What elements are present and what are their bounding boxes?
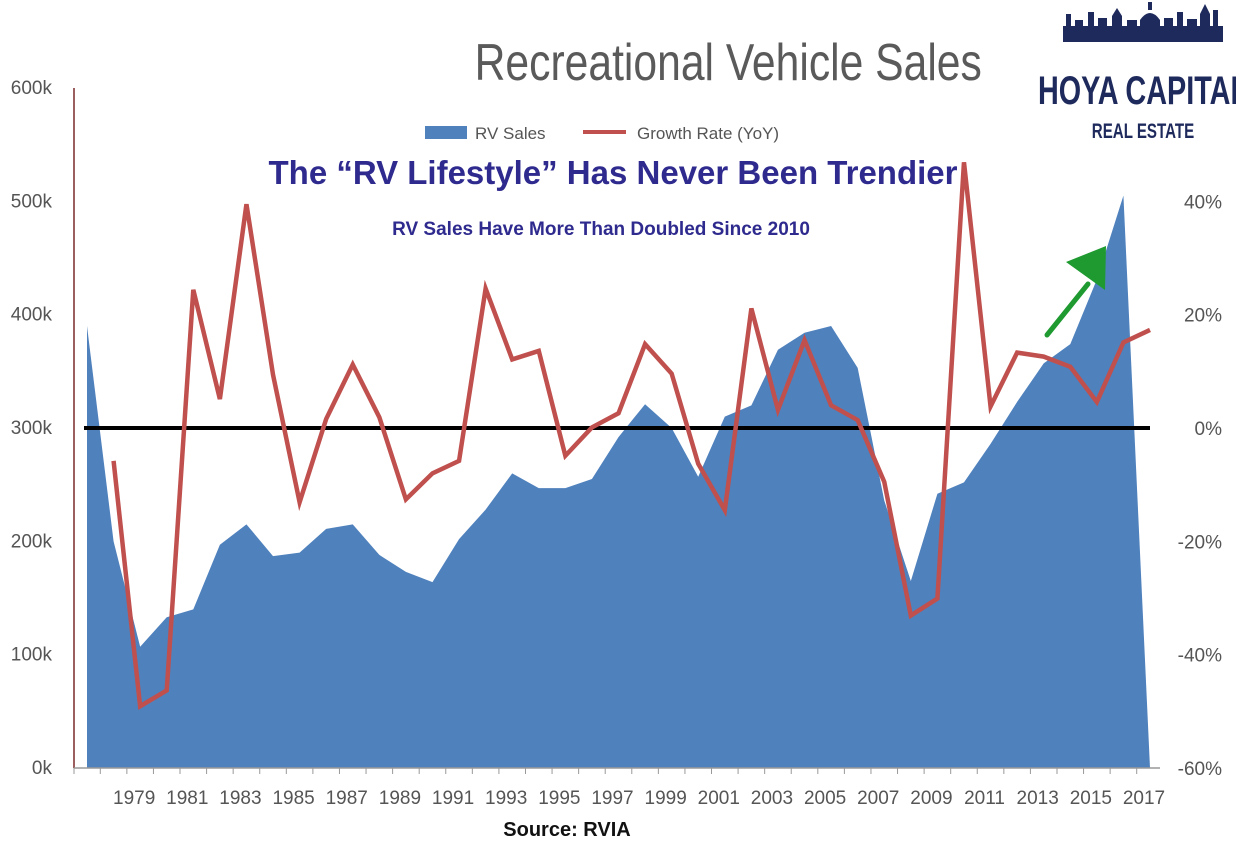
logo-sub-text: REAL ESTATE (1092, 118, 1194, 142)
x-tick-label: 1979 (113, 788, 155, 809)
logo: HOYA CAPITAL REAL ESTATE (1038, 2, 1236, 143)
y-right-tick-label: -20% (1178, 532, 1222, 553)
y-left-tick-label: 600k (11, 78, 53, 99)
y-left-tick-label: 400k (11, 305, 53, 326)
x-tick-label: 1993 (485, 788, 527, 809)
subheadline: RV Sales Have More Than Doubled Since 20… (392, 219, 810, 240)
area-layer (87, 195, 1150, 769)
x-tick-label: 1999 (645, 788, 687, 809)
legend: RV Sales Growth Rate (YoY) (425, 124, 779, 143)
y-left-tick-label: 500k (11, 191, 53, 212)
y-left-tick-label: 0k (32, 758, 53, 779)
x-tick-label: 1981 (166, 788, 208, 809)
logo-main-text: HOYA CAPITAL (1038, 68, 1236, 113)
legend-label-growth-rate: Growth Rate (YoY) (637, 124, 779, 143)
x-tick-label: 2005 (804, 788, 846, 809)
x-tick-label: 1989 (379, 788, 421, 809)
y-right-tick-label: -40% (1178, 646, 1222, 667)
x-tick-label: 1983 (219, 788, 261, 809)
y-left-tick-label: 100k (11, 645, 53, 666)
legend-swatch-rv-sales (425, 126, 467, 139)
x-tick-label: 2013 (1017, 788, 1059, 809)
city-skyline-icon (1063, 2, 1223, 42)
rv-sales-area (87, 195, 1150, 769)
y-right-tick-label: 0% (1195, 419, 1223, 440)
axis-layer (73, 88, 1160, 774)
x-tick-label: 2003 (751, 788, 793, 809)
x-tick-label: 2017 (1123, 788, 1165, 809)
line-layer (111, 161, 1151, 710)
y-right-tick-label: 40% (1184, 192, 1222, 213)
source-note: Source: RVIA (503, 819, 630, 841)
x-tick-label: 1987 (326, 788, 368, 809)
x-tick-label: 1995 (538, 788, 580, 809)
x-tick-label: 1997 (591, 788, 633, 809)
x-tick-label: 2001 (698, 788, 740, 809)
x-tick-label: 1985 (272, 788, 314, 809)
trend-arrow-icon (1044, 246, 1106, 338)
chart-title: Recreational Vehicle Sales (475, 34, 982, 92)
legend-label-rv-sales: RV Sales (475, 124, 546, 143)
growth-rate-line (111, 161, 1151, 710)
x-tick-label: 2009 (910, 788, 952, 809)
x-tick-label: 2007 (857, 788, 899, 809)
y-left-tick-label: 300k (11, 418, 53, 439)
y-right-tick-label: 20% (1184, 306, 1222, 327)
x-tick-label: 2011 (964, 788, 1005, 809)
tick-labels: 0k 100k 200k 300k 400k 500k 600k -60% -40% -20% 0%… (11, 78, 1222, 809)
y-right-tick-label: -60% (1178, 759, 1222, 780)
x-tick-label: 2015 (1070, 788, 1112, 809)
x-tick-label: 1991 (432, 788, 474, 809)
headline: The “RV Lifestyle” Has Never Been Trendi… (269, 154, 958, 191)
y-left-tick-label: 200k (11, 531, 53, 552)
